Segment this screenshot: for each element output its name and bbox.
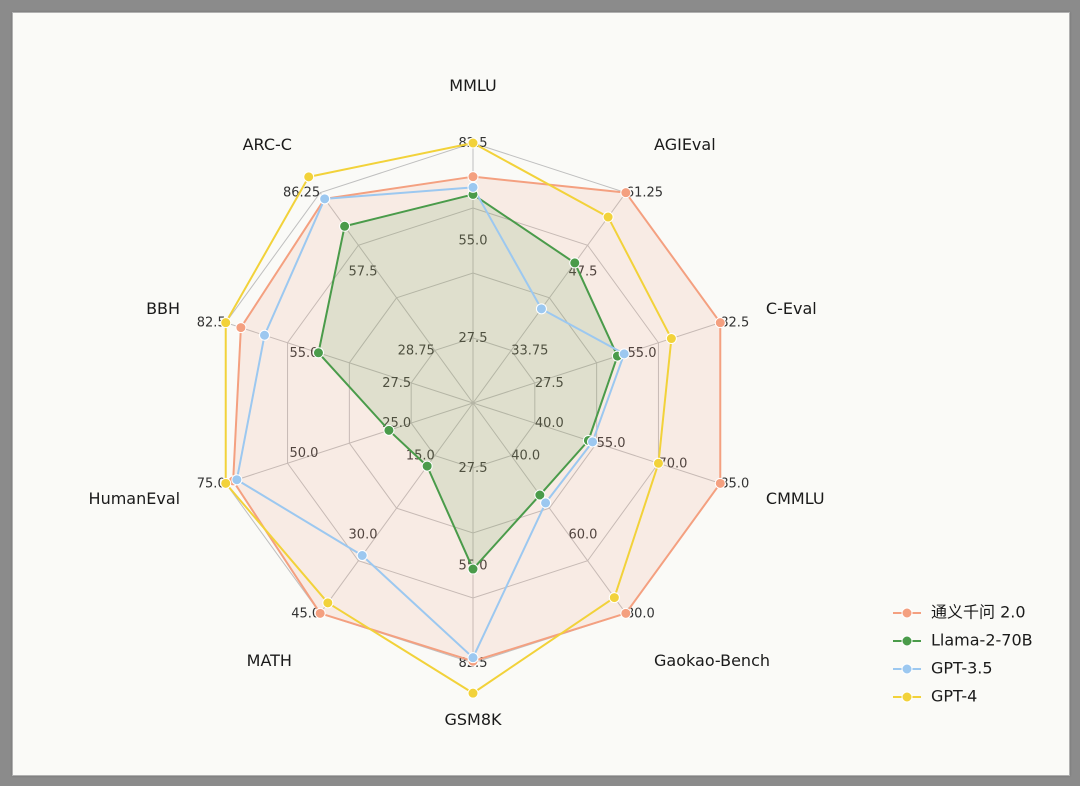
series-marker	[315, 608, 325, 618]
series-marker	[221, 318, 231, 328]
series-marker	[666, 334, 676, 344]
series-marker	[603, 212, 613, 222]
axis-label: MATH	[247, 651, 292, 670]
series-marker	[536, 304, 546, 314]
series-marker	[570, 258, 580, 268]
series-marker	[468, 182, 478, 192]
axis-label: GSM8K	[444, 710, 502, 729]
series-marker	[468, 653, 478, 663]
series-marker	[715, 478, 725, 488]
legend-label: GPT-3.5	[931, 659, 993, 678]
legend-label: GPT-4	[931, 687, 977, 706]
axis-label: ARC-C	[243, 135, 292, 154]
series-marker	[260, 330, 270, 340]
series-marker	[422, 461, 432, 471]
series-marker	[384, 425, 394, 435]
axis-label: AGIEval	[654, 135, 716, 154]
series-marker	[221, 478, 231, 488]
series-marker	[323, 598, 333, 608]
series-marker	[304, 172, 314, 182]
series-marker	[468, 138, 478, 148]
series-marker	[609, 593, 619, 603]
radar-chart: MMLU AGIEval C-Eval CMMLU Gaokao-Bench GSM8K M…	[13, 13, 1069, 775]
chart-stage: MMLU AGIEval C-Eval CMMLU Gaokao-Bench GSM8K M…	[12, 12, 1070, 776]
axis-label: MMLU	[449, 76, 496, 95]
series-marker	[236, 323, 246, 333]
axis-label: C-Eval	[766, 299, 817, 318]
tick-label: 61.25	[626, 186, 663, 201]
legend-marker	[902, 608, 912, 618]
series-marker	[357, 550, 367, 560]
axis-label: CMMLU	[766, 489, 825, 508]
legend-marker	[902, 664, 912, 674]
legend-marker	[902, 636, 912, 646]
axis-label: BBH	[146, 299, 180, 318]
legend-label: Llama-2-70B	[931, 631, 1033, 650]
series-marker	[619, 349, 629, 359]
legend-marker	[902, 692, 912, 702]
axis-label: Gaokao-Bench	[654, 651, 770, 670]
series-marker	[468, 688, 478, 698]
series-marker	[468, 172, 478, 182]
series-marker	[313, 348, 323, 358]
series-marker	[541, 498, 551, 508]
legend-label: 通义千问 2.0	[931, 603, 1026, 622]
series-marker	[468, 564, 478, 574]
series-marker	[232, 475, 242, 485]
series-marker	[715, 318, 725, 328]
series-marker	[653, 458, 663, 468]
series-marker	[340, 221, 350, 231]
series-marker	[621, 608, 631, 618]
axis-label: HumanEval	[89, 489, 181, 508]
series-marker	[588, 437, 598, 447]
series-marker	[621, 188, 631, 198]
series-marker	[320, 194, 330, 204]
